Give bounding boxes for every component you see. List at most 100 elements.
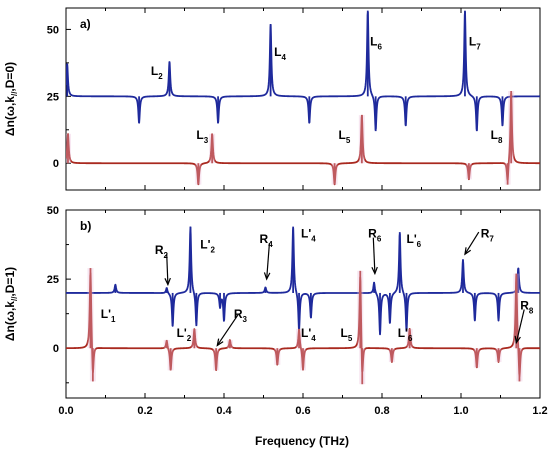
peak-label: L5 — [341, 326, 353, 343]
peak-shade — [167, 348, 174, 371]
peak-shade — [504, 163, 511, 185]
peak-label-main: L — [274, 45, 281, 59]
peak-shade — [388, 348, 395, 363]
peak-label-sub: 5 — [346, 136, 351, 145]
peak-shade — [274, 348, 281, 365]
peak-label-sub: 6 — [377, 235, 382, 244]
peak-label-sub: 6 — [377, 42, 382, 51]
peak-label-main: L — [339, 128, 346, 142]
peak-shade — [300, 348, 306, 371]
annotation-arrowhead — [263, 272, 271, 281]
peak-label-main: L' — [177, 326, 187, 340]
peak-label: R8 — [520, 299, 534, 316]
peak-shade — [89, 348, 96, 382]
y-tick-label: 50 — [47, 205, 59, 217]
peak-shade — [87, 268, 94, 349]
y-tick-label: 25 — [47, 274, 59, 286]
peak-label: R2 — [155, 243, 169, 260]
peak-label: L3 — [196, 128, 208, 145]
peak-label-sub: 6 — [408, 334, 413, 343]
peak-label: L5 — [339, 128, 351, 145]
peak-label-main: R — [234, 307, 243, 321]
x-tick-label: 0.8 — [374, 405, 389, 417]
peak-label: L'4 — [301, 227, 316, 244]
peak-shade — [213, 348, 220, 371]
peak-shade — [163, 339, 170, 349]
peak-shade — [406, 328, 413, 349]
peak-label-main: L — [196, 128, 203, 142]
x-tick-label: 1.2 — [532, 405, 547, 417]
annotation-arrow — [515, 309, 525, 343]
peak-shade — [359, 348, 366, 385]
peak-label-sub: 4 — [282, 53, 287, 62]
peak-label-sub: 7 — [489, 235, 494, 244]
panel-label: a) — [80, 17, 91, 31]
annotation-arrowhead — [164, 277, 171, 287]
y-axis-title: Δn(ω,k//,D=1) — [3, 267, 19, 341]
peak-shade — [508, 90, 515, 164]
y-axis-title-main: Δn(ω,k — [3, 301, 17, 341]
peak-label: L4 — [274, 45, 286, 62]
peak-label-sub: 7 — [476, 42, 481, 51]
x-tick-label: 0.6 — [295, 405, 310, 417]
peak-label-sub: 3 — [243, 315, 248, 324]
peak-shade — [209, 133, 216, 164]
peak-label: L'6 — [398, 326, 413, 343]
peak-shade — [358, 115, 365, 164]
peak-shade — [296, 328, 303, 349]
peak-label: L7 — [469, 34, 481, 51]
peak-label-main: L' — [406, 232, 416, 246]
peak-shade — [195, 163, 202, 185]
x-tick-label: 0.2 — [137, 405, 152, 417]
peak-label-sub: 1 — [111, 315, 116, 324]
peak-label-main: L' — [301, 227, 311, 241]
series-line-0 — [66, 226, 540, 336]
peak-shade — [513, 273, 520, 349]
peak-label-main: L' — [301, 326, 311, 340]
peak-label-sub: 6 — [417, 240, 422, 249]
y-axis-title-sub: // — [10, 296, 19, 301]
peak-label-sub: 2 — [187, 334, 192, 343]
peak-label: L8 — [491, 128, 503, 145]
x-tick-label: 0.4 — [216, 405, 232, 417]
annotation-arrow — [216, 314, 239, 346]
y-tick-label: 0 — [53, 343, 59, 355]
peak-shade — [495, 348, 502, 363]
peak-shade — [226, 339, 233, 349]
y-axis-title: Δn(ω,k//,D=0) — [3, 62, 19, 136]
peak-label-main: L — [370, 34, 377, 48]
x-tick-label: 0.0 — [58, 405, 73, 417]
peak-label-main: L — [491, 128, 498, 142]
peak-label-main: L' — [398, 326, 408, 340]
x-tick-label: 1.0 — [453, 405, 468, 417]
peak-shade — [191, 328, 198, 349]
plot-area — [66, 226, 540, 385]
peak-label-main: R — [260, 232, 269, 246]
annotation-arrowhead — [464, 247, 472, 256]
peak-label-sub: 2 — [164, 251, 169, 260]
peak-label-main: R — [520, 299, 529, 313]
annotation-arrowhead — [371, 266, 378, 276]
peak-label-main: R — [481, 227, 490, 241]
annotation-arrow — [166, 254, 169, 285]
peak-label: R7 — [481, 227, 495, 244]
peak-shade — [357, 270, 364, 349]
peak-label-main: R — [155, 243, 164, 257]
peak-label-sub: 5 — [348, 334, 353, 343]
peak-label-main: L' — [200, 238, 210, 252]
peak-label: R3 — [234, 307, 248, 324]
y-axis-title-tail: ,D=0) — [3, 62, 17, 92]
peak-shade — [473, 348, 480, 368]
peak-label: L'2 — [177, 326, 192, 343]
peak-shade — [331, 163, 338, 185]
peak-shade — [465, 163, 472, 180]
y-tick-label: 0 — [53, 158, 59, 170]
annotation-arrowhead — [216, 338, 224, 347]
annotation-arrow — [464, 231, 480, 255]
peak-label-main: L — [151, 64, 158, 78]
series-line-0 — [66, 11, 540, 132]
x-axis-title: Frequency (THz) — [255, 434, 349, 448]
